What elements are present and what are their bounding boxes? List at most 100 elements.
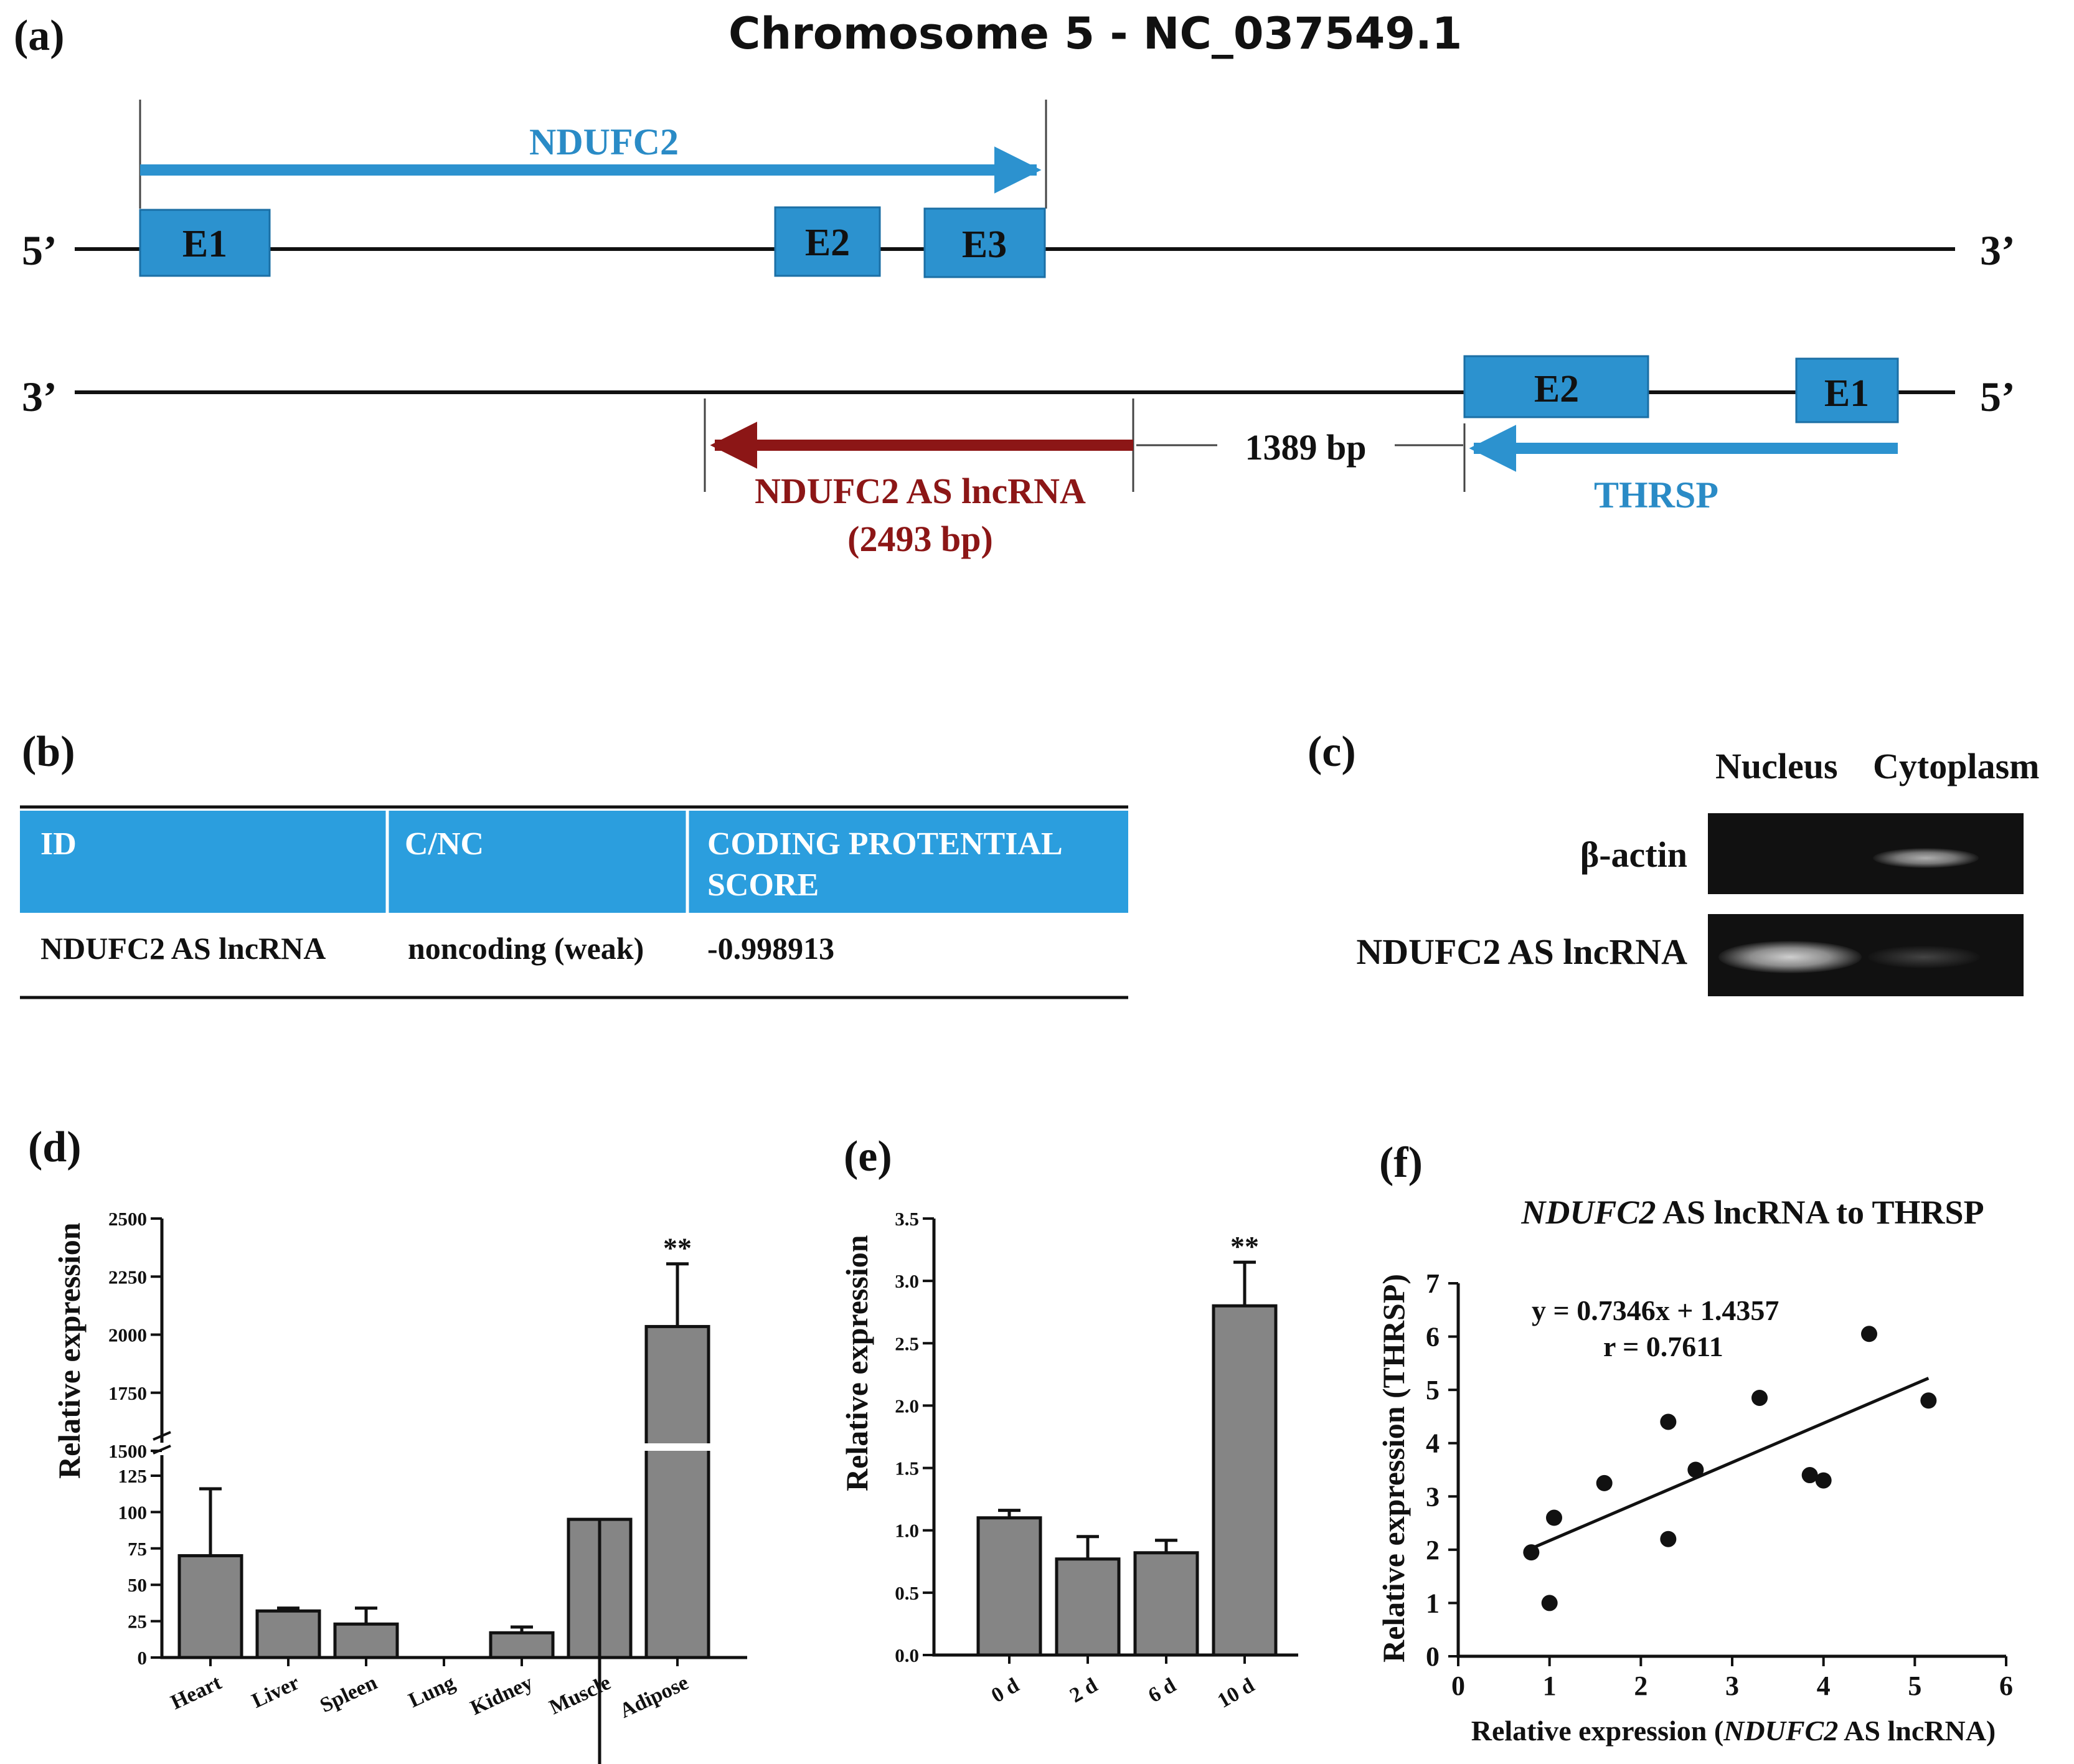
chart-d-category-label: Adipose <box>616 1671 692 1723</box>
chart-d-ytick-label: 75 <box>128 1538 147 1560</box>
gel-band-lncrna-nucleus <box>1718 941 1862 973</box>
chart-f-r-value: r = 0.7611 <box>1603 1331 1723 1362</box>
chart-d-bar <box>177 1554 243 1659</box>
gel-column-nucleus: Nucleus <box>1715 746 1838 786</box>
gel-band-lncrna-cytoplasm <box>1868 946 1980 968</box>
panel-c: (c) Nucleus Cytoplasm β-actin NDUFC2 AS … <box>1308 728 2039 996</box>
chart-f-xlabel-post: AS lncRNA) <box>1838 1715 1996 1747</box>
bottom-strand-right-end: 5’ <box>1980 373 2015 420</box>
panel-f-label: (f) <box>1379 1139 1423 1187</box>
chart-f-title: NDUFC2 AS lncRNA to THRSP <box>1520 1194 1984 1231</box>
thrsp-gene-label: THRSP <box>1594 474 1718 516</box>
chart-f-ytick-label: 5 <box>1426 1375 1440 1405</box>
chart-f-ytick-label: 2 <box>1426 1535 1440 1565</box>
ndufc2-exon-2-label: E2 <box>805 222 850 264</box>
lncrna-name: NDUFC2 AS lncRNA <box>755 471 1086 511</box>
chart-f-xtick-label: 2 <box>1634 1671 1647 1701</box>
chart-e-ylabel: Relative expression <box>839 1235 874 1491</box>
chart-d-errorbar <box>511 1625 533 1633</box>
chart-d-category-label: Heart <box>167 1671 225 1714</box>
chart-f-point <box>1751 1389 1768 1406</box>
chart-f-point <box>1660 1531 1677 1547</box>
chart-e-errorbar <box>1155 1539 1177 1553</box>
chart-f-point <box>1523 1544 1540 1561</box>
table-header-score-line1: CODING PROTENTIAL <box>707 826 1063 862</box>
chart-e-bar <box>1133 1551 1199 1657</box>
chart-d-ytick-label: 125 <box>118 1465 148 1487</box>
chart-d-errorbar <box>355 1606 377 1625</box>
chart-e-ytick-label: 0.0 <box>895 1644 919 1666</box>
chart-e-ticks: 0.0 0.5 1.0 1.5 2.0 2.5 3.0 3.5 <box>895 1208 934 1666</box>
chart-d-category-label: Kidney <box>467 1671 537 1720</box>
panel-d-label: (d) <box>28 1123 82 1171</box>
chart-d-category-label: Muscle <box>546 1671 615 1719</box>
chart-f-xlabel: Relative expression (NDUFC2 AS lncRNA) <box>1471 1715 1996 1747</box>
chart-d-bar <box>489 1631 555 1659</box>
chart-d-bar-break <box>644 1443 711 1451</box>
chart-f-point <box>1861 1326 1877 1342</box>
chart-f-ytick-label: 1 <box>1426 1588 1440 1618</box>
chart-d-errorbar <box>277 1606 299 1611</box>
chart-d-ytick-label: 2250 <box>108 1266 147 1288</box>
table-header-row <box>20 811 1128 913</box>
ndufc2-exon-1 <box>139 209 271 277</box>
chart-e-significance: ** <box>1230 1230 1259 1262</box>
table-header-id: ID <box>40 826 77 862</box>
gel-row-beta-actin: β-actin <box>1580 834 1687 875</box>
chart-f-xtick-label: 5 <box>1908 1671 1921 1701</box>
table-header-score-line2: SCORE <box>707 867 819 903</box>
chart-f-ytick-label: 4 <box>1426 1428 1440 1459</box>
panel-d: (d) Relative expression 0 25 50 75 100 125 150… <box>28 1123 747 1764</box>
chart-e-category-labels: 0 d 2 d 6 d 10 d <box>988 1655 1258 1713</box>
chart-d-bar <box>644 1324 710 1659</box>
table-cell-cnc: noncoding (weak) <box>408 931 644 966</box>
lncrna-length: (2493 bp) <box>847 519 993 559</box>
chart-f-point <box>1546 1509 1562 1526</box>
ndufc2-gene-label: NDUFC2 <box>529 121 679 163</box>
ndufc2-exon-2 <box>774 206 881 277</box>
chart-f-ytick-label: 7 <box>1426 1268 1440 1299</box>
chart-f-point <box>1541 1595 1558 1611</box>
chart-d-significance: ** <box>663 1232 692 1264</box>
chart-d-category-label: Liver <box>248 1671 303 1713</box>
chart-e-bar <box>1212 1304 1278 1657</box>
panel-e-label: (e) <box>844 1133 892 1181</box>
chart-d-errorbar <box>199 1487 222 1556</box>
chart-f-axes <box>1456 1283 2006 1658</box>
ndufc2-exon-3-label: E3 <box>962 224 1007 266</box>
chart-d-bars: ** <box>177 1232 711 1764</box>
chart-e-ytick-label: 2.5 <box>895 1332 919 1354</box>
chart-e-category-label: 2 d <box>1066 1674 1101 1707</box>
thrsp-exon-2-label: E2 <box>1534 368 1579 410</box>
panel-b: (b) ID C/NC CODING PROTENTIAL SCORE NDUF… <box>20 728 1128 999</box>
table-cell-id: NDUFC2 AS lncRNA <box>40 931 326 966</box>
chart-d-ytick-label: 50 <box>128 1574 147 1596</box>
panel-f: (f) NDUFC2 AS lncRNA to THRSP Relative e… <box>1376 1139 2013 1747</box>
chart-d-ytick-label: 0 <box>138 1647 148 1669</box>
chart-d-errorbar <box>598 1519 601 1764</box>
panel-a-label: (a) <box>14 12 65 60</box>
gel-column-cytoplasm: Cytoplasm <box>1873 746 2039 786</box>
chart-f-xtick-label: 3 <box>1725 1671 1739 1701</box>
gel-image-beta-actin <box>1708 813 2024 894</box>
table-header-cnc: C/NC <box>405 826 484 862</box>
chart-f-point <box>1815 1472 1832 1489</box>
chart-d-ticks: 0 25 50 75 100 125 1500 1750 2000 2250 2500 <box>108 1208 162 1669</box>
chart-f-ytick-label: 0 <box>1426 1641 1440 1672</box>
gel-row-lncrna: NDUFC2 AS lncRNA <box>1356 932 1687 972</box>
chart-d-bar <box>255 1609 321 1659</box>
chart-f-ticks: 0 1 2 3 4 5 6 0 1 2 3 4 5 6 7 <box>1426 1268 2013 1701</box>
chart-f-point <box>1687 1461 1704 1478</box>
chart-f-fit-line <box>1530 1377 1930 1550</box>
gap-length-label: 1389 bp <box>1245 427 1366 468</box>
chart-d-ytick-label: 1500 <box>108 1440 147 1462</box>
chart-f-point <box>1920 1392 1937 1409</box>
chart-e-bar <box>1055 1557 1121 1657</box>
chart-e-category-label: 6 d <box>1144 1674 1180 1707</box>
chart-f-title-rest: AS lncRNA to THRSP <box>1656 1194 1984 1231</box>
chart-f-xlabel-italic: NDUFC2 <box>1723 1715 1838 1747</box>
ndufc2-exon-3 <box>923 207 1046 278</box>
chart-f-xtick-label: 0 <box>1451 1671 1465 1701</box>
thrsp-exon-1-label: E1 <box>1824 372 1869 415</box>
